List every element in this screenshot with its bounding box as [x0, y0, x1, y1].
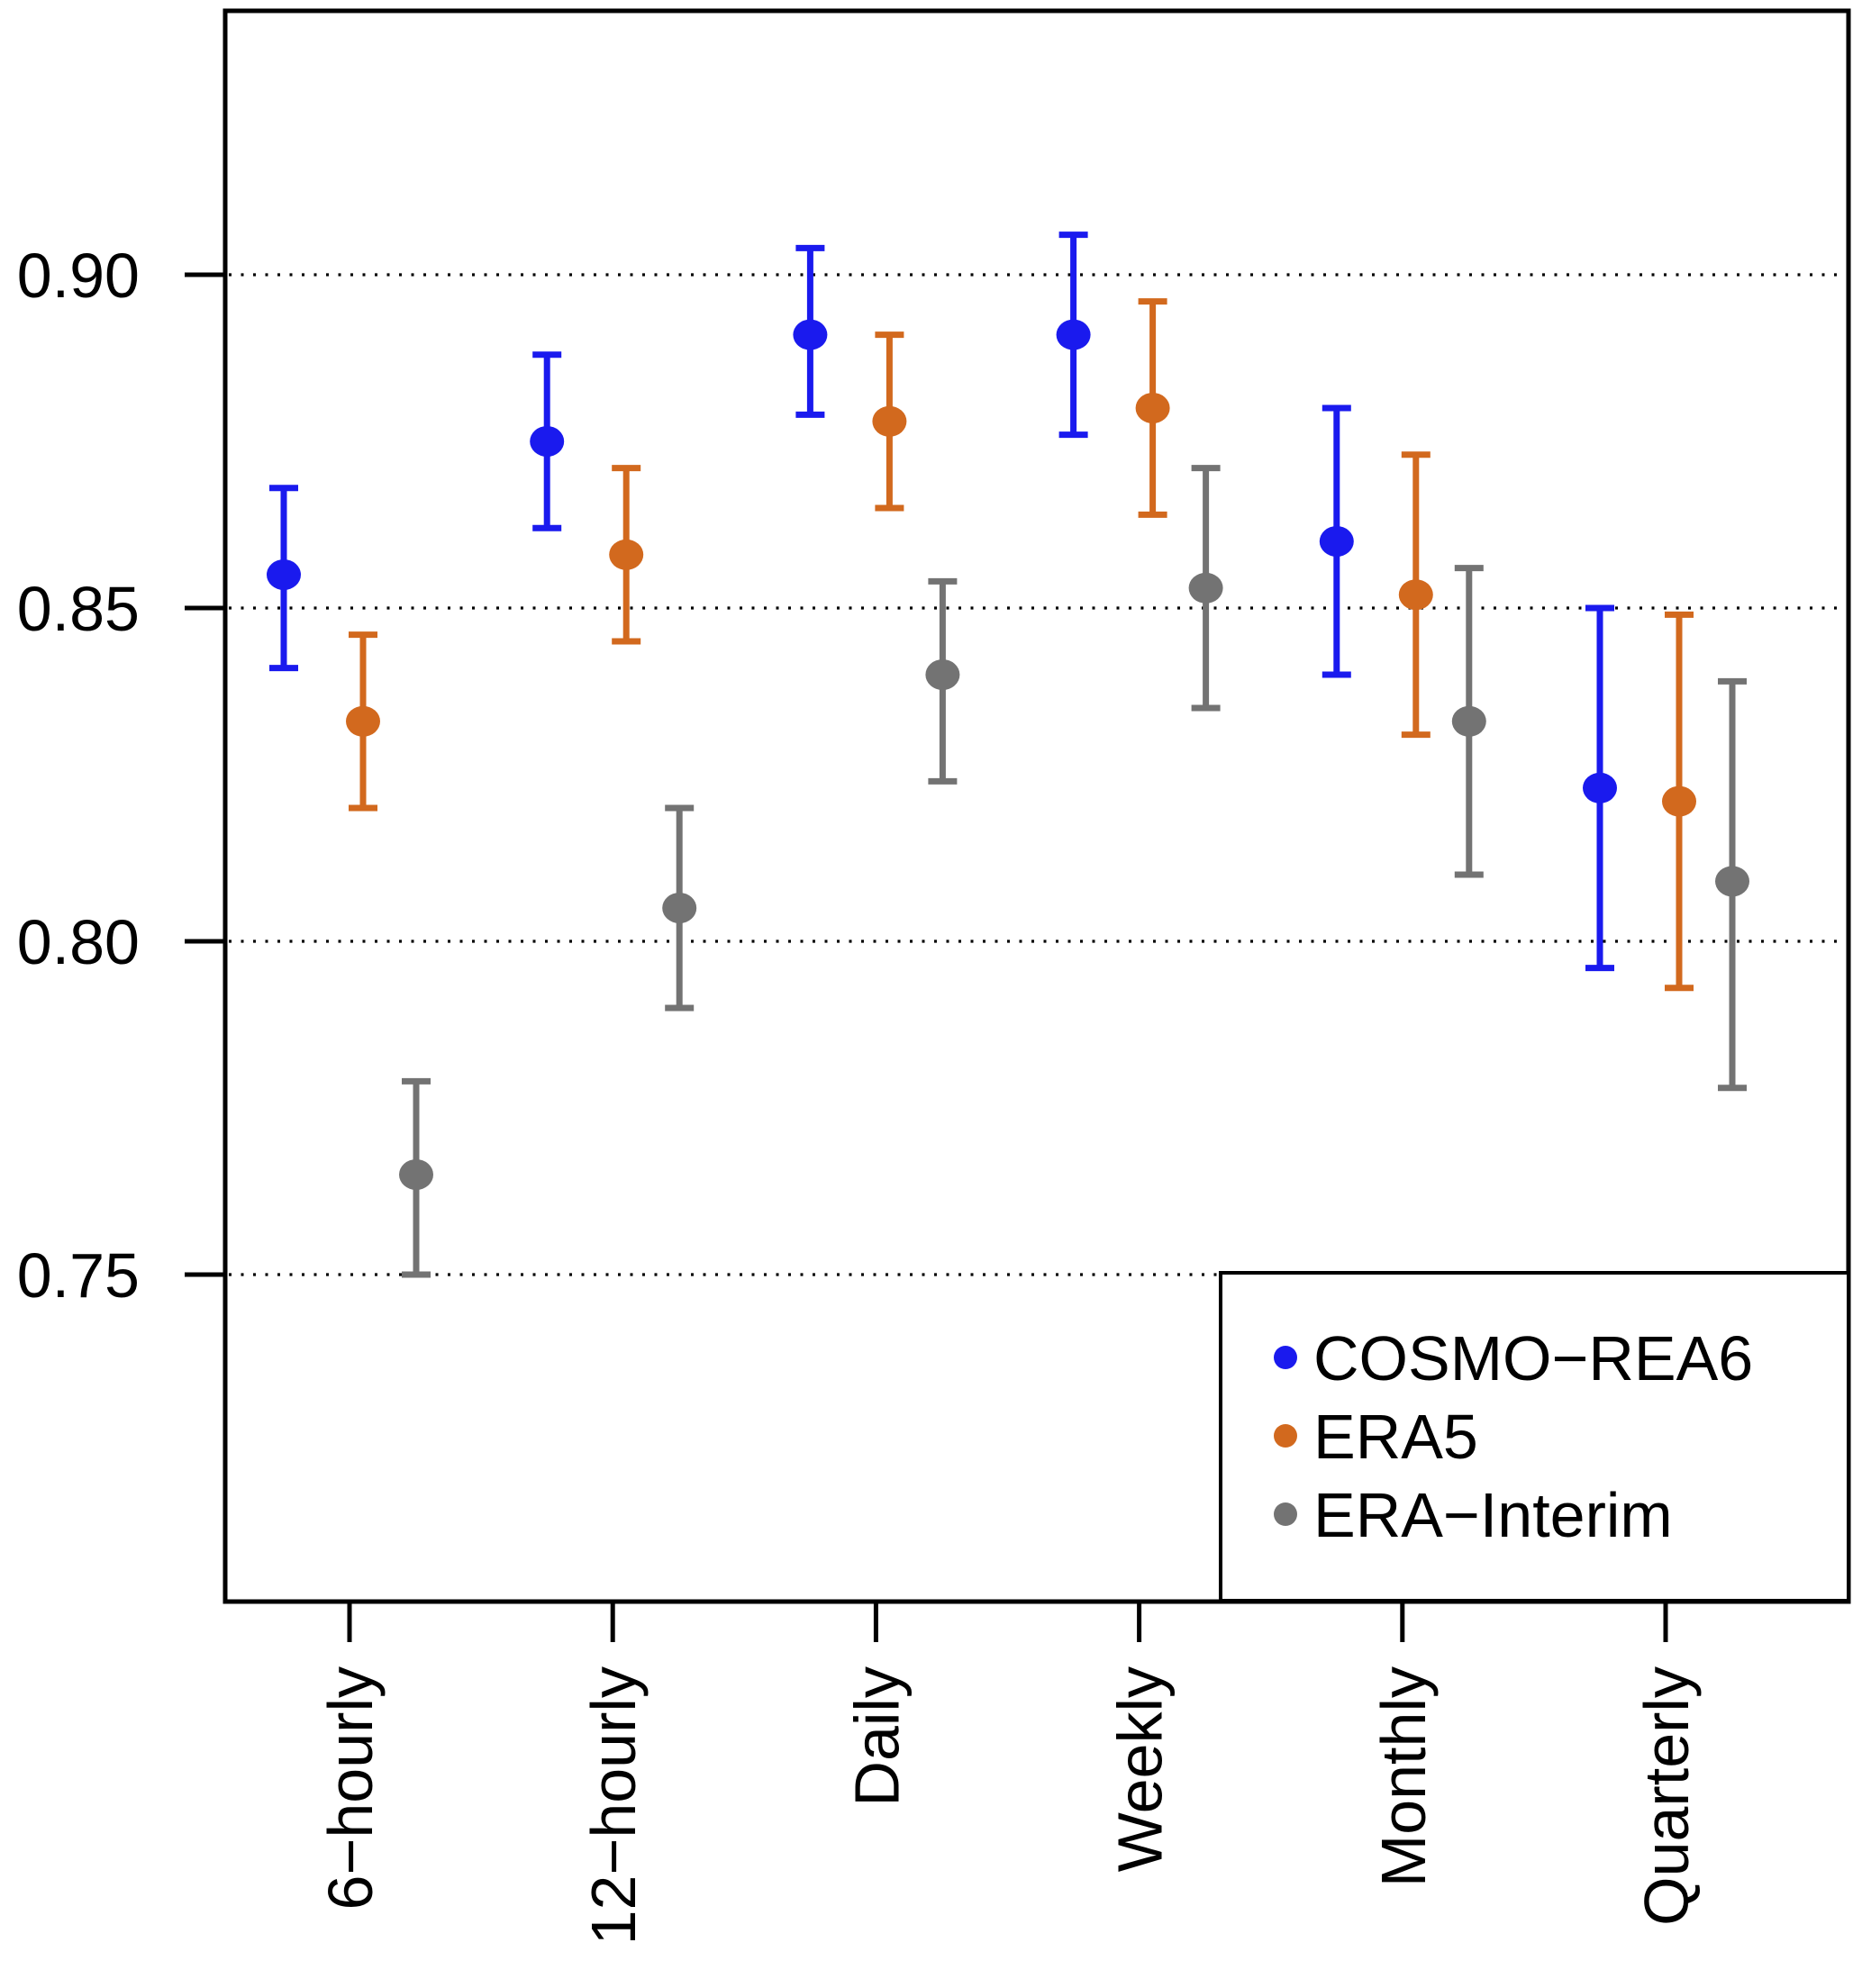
- data-point: [530, 426, 565, 457]
- x-tick-label: Monthly: [1368, 1666, 1439, 1887]
- x-tick-label: Weekly: [1105, 1666, 1176, 1872]
- legend-label: COSMO−REA6: [1313, 1323, 1753, 1393]
- x-tick-label: Daily: [841, 1666, 912, 1807]
- x-tick-label: 6−hourly: [315, 1666, 386, 1910]
- data-point: [1135, 393, 1170, 423]
- legend-dot: [1274, 1346, 1297, 1369]
- legend-dot: [1274, 1502, 1297, 1526]
- y-tick-label: 0.75: [17, 1240, 140, 1311]
- data-point: [346, 705, 380, 737]
- data-point: [872, 405, 907, 437]
- y-tick-label: 0.85: [17, 574, 140, 644]
- data-point: [1451, 705, 1486, 737]
- y-tick-label: 0.80: [17, 907, 140, 977]
- data-point: [1056, 319, 1091, 350]
- legend-dot: [1274, 1424, 1297, 1448]
- data-point: [793, 319, 828, 350]
- data-point: [1715, 866, 1749, 897]
- legend-box: [1219, 1271, 1850, 1602]
- data-point: [267, 559, 301, 590]
- data-point: [1662, 785, 1696, 817]
- y-tick-label: 0.90: [17, 241, 140, 311]
- x-tick-label: Quarterly: [1631, 1666, 1702, 1926]
- plot-border: [223, 8, 1851, 1604]
- data-point: [609, 539, 644, 570]
- x-tick-label: 12−hourly: [578, 1666, 649, 1945]
- data-point: [925, 659, 960, 690]
- data-point: [1188, 572, 1223, 604]
- data-point: [1319, 526, 1354, 557]
- data-point: [662, 893, 697, 923]
- data-point: [1398, 579, 1433, 611]
- legend-label: ERA−Interim: [1313, 1480, 1673, 1550]
- data-point: [399, 1159, 433, 1190]
- legend-label: ERA5: [1313, 1402, 1478, 1472]
- data-point: [1583, 772, 1617, 803]
